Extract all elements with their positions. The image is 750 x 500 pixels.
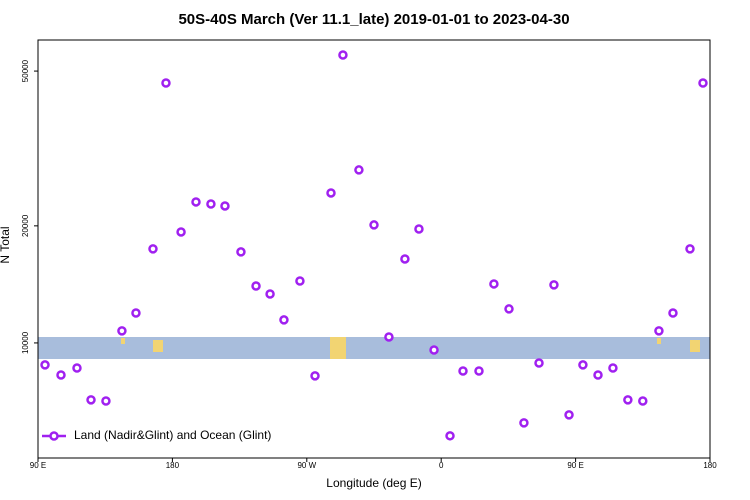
point <box>206 199 216 209</box>
x-axis-label: Longitude (deg E) <box>326 476 421 490</box>
y-axis-label: N Total <box>0 226 12 263</box>
point <box>310 371 320 381</box>
point <box>519 418 529 428</box>
point <box>56 370 66 380</box>
point <box>148 244 158 254</box>
point <box>384 332 394 342</box>
point <box>191 197 201 207</box>
x-tick-label: 90 W <box>297 461 316 470</box>
point <box>593 370 603 380</box>
point <box>698 78 708 88</box>
point <box>638 396 648 406</box>
point <box>504 304 514 314</box>
point <box>429 345 439 355</box>
point <box>40 360 50 370</box>
plot-frame <box>37 39 711 459</box>
x-tick-label: 180 <box>703 461 717 470</box>
point <box>72 363 82 373</box>
point <box>251 281 261 291</box>
point <box>489 279 499 289</box>
point <box>534 358 544 368</box>
point <box>279 315 289 325</box>
point <box>161 78 171 88</box>
point <box>176 227 186 237</box>
legend-marker <box>49 431 59 441</box>
point <box>668 308 678 318</box>
point <box>458 366 468 376</box>
legend-label: Land (Nadir&Glint) and Ocean (Glint) <box>74 428 271 442</box>
point <box>549 280 559 290</box>
point <box>295 276 305 286</box>
y-tick-label: 10000 <box>21 331 30 354</box>
point <box>265 289 275 299</box>
point <box>220 201 230 211</box>
point <box>236 247 246 257</box>
point <box>86 395 96 405</box>
point <box>654 326 664 336</box>
point <box>685 244 695 254</box>
x-tick-label: 0 <box>439 461 444 470</box>
point <box>131 308 141 318</box>
point <box>578 360 588 370</box>
land-marks <box>121 337 700 359</box>
point <box>608 363 618 373</box>
x-tick-label: 90 E <box>567 461 583 470</box>
point <box>326 188 336 198</box>
point <box>117 326 127 336</box>
point <box>414 224 424 234</box>
point <box>400 254 410 264</box>
point <box>474 366 484 376</box>
point <box>101 396 111 406</box>
y-tick-label: 50000 <box>21 59 30 82</box>
point <box>564 410 574 420</box>
surface-strip <box>38 337 710 359</box>
point <box>369 220 379 230</box>
y-tick-label: 20000 <box>21 214 30 237</box>
point <box>445 431 455 441</box>
point <box>354 165 364 175</box>
chart-title: 50S-40S March (Ver 11.1_late) 2019-01-01… <box>178 11 569 28</box>
point <box>338 50 348 60</box>
x-tick-label: 180 <box>166 461 180 470</box>
x-tick-label: 90 E <box>30 461 46 470</box>
point <box>623 395 633 405</box>
